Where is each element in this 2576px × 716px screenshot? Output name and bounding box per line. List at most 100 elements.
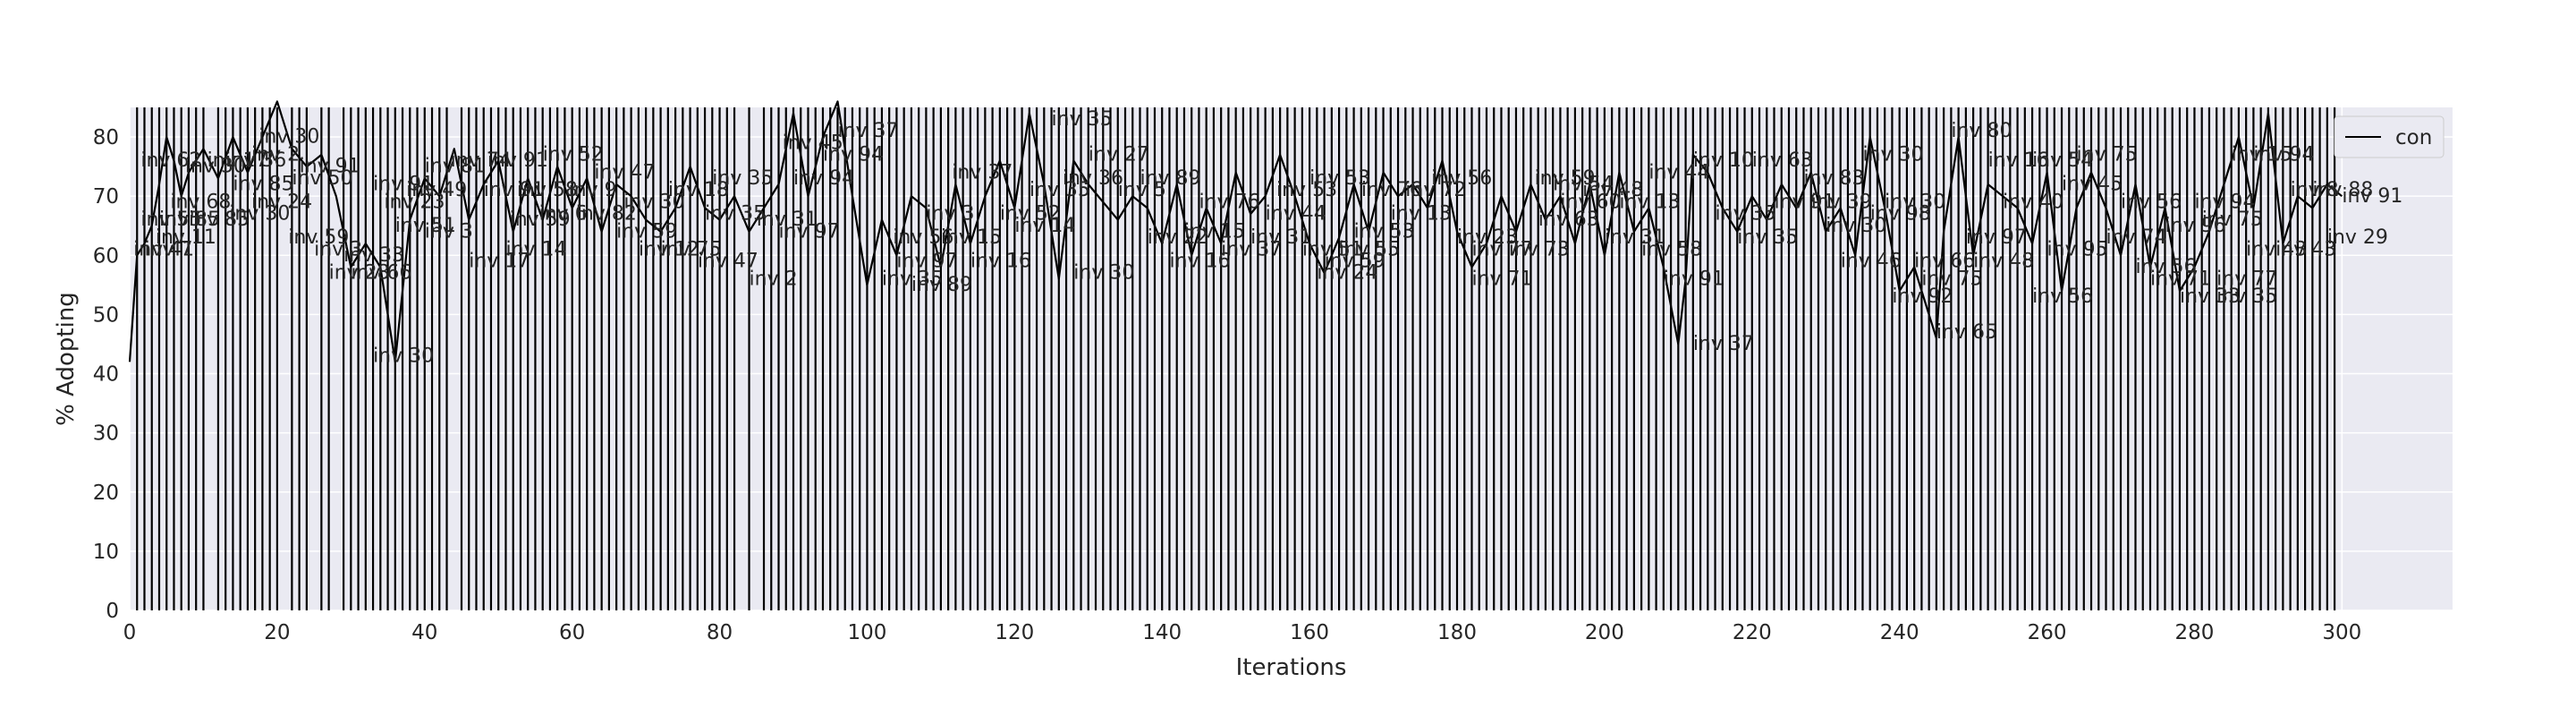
annotation-label: inv 30 <box>623 191 684 213</box>
annotation-label: inv 17 <box>469 251 530 273</box>
annotation-label: inv 23 <box>1457 226 1518 249</box>
annotation-label: inv 65 <box>1936 321 1997 344</box>
annotation-label: inv 47 <box>594 161 655 183</box>
x-tick-label: 200 <box>1585 621 1624 644</box>
annotation-label: inv 59 <box>288 226 349 249</box>
annotation-label: inv 73 <box>1509 238 1570 260</box>
annotation-label: inv 44 <box>1266 203 1326 226</box>
annotation-label: inv 52 <box>1000 203 1061 226</box>
annotation-label: inv 91 <box>2342 185 2402 208</box>
annotation-label: inv 82 <box>576 203 637 226</box>
annotation-label: inv 36 <box>225 149 286 172</box>
annotation-label: inv 11 <box>156 226 216 249</box>
annotation-label: inv 53 <box>1354 220 1415 243</box>
annotation-label: inv 76 <box>1361 179 1422 201</box>
annotation-label: inv 56 <box>2121 191 2182 213</box>
annotation-label: inv 51 <box>395 215 456 237</box>
annotation-label: inv 18 <box>668 179 729 201</box>
annotation-label: inv 59 <box>1535 167 1596 190</box>
annotation-label: inv 30 <box>373 345 434 367</box>
y-tick-label: 80 <box>93 126 119 149</box>
y-tick-label: 50 <box>93 303 119 327</box>
annotation-label: inv 56 <box>1431 167 1492 190</box>
x-tick-label: 300 <box>2322 621 2361 644</box>
annotation-label: inv 14 <box>1014 215 1075 237</box>
annotation-label: inv 3 <box>926 203 974 226</box>
x-tick-label: 280 <box>2174 621 2214 644</box>
annotation-label: inv 91 <box>484 179 545 201</box>
annotation-label: inv 44 <box>1648 161 1709 183</box>
annotation-label: inv 30 <box>1073 262 1134 285</box>
annotation-label: inv 66 <box>1914 251 1975 273</box>
y-axis-label: % Adopting <box>53 292 80 426</box>
annotation-label: inv 74 <box>451 149 512 172</box>
annotation-label: inv 37 <box>1693 333 1754 355</box>
x-tick-label: 100 <box>847 621 886 644</box>
annotation-label: inv 16 <box>970 251 1031 273</box>
annotation-label: inv 59 <box>1325 251 1385 273</box>
annotation-label: inv 14 <box>505 238 566 260</box>
annotation-label: inv 35 <box>882 268 943 290</box>
annotation-label: inv 74 <box>2106 226 2167 249</box>
annotation-label: inv 95 <box>2047 238 2108 260</box>
annotation-label: inv 2 <box>750 268 798 290</box>
annotation-label: inv 36 <box>1063 167 1123 190</box>
annotation-label: inv 3 <box>425 220 473 243</box>
annotation-label: inv 63 <box>1752 149 1813 172</box>
y-tick-label: 10 <box>93 541 119 564</box>
y-tick-label: 0 <box>106 600 119 623</box>
annotation-label: inv 6 <box>539 203 588 226</box>
annotation-label: inv 30 <box>229 203 290 226</box>
y-tick-label: 30 <box>93 422 119 446</box>
annotation-label: inv 91 <box>1775 191 1835 213</box>
series-lines <box>128 100 2343 363</box>
legend-label-con: con <box>2395 126 2432 149</box>
annotation-label: inv 98 <box>1870 203 1931 226</box>
annotation-label: inv 54 <box>1553 174 1614 196</box>
annotation-label: inv 56 <box>2032 286 2093 308</box>
annotation-label: inv 17 <box>208 149 268 172</box>
annotation-label: inv 94 <box>793 167 854 190</box>
annotation-label: inv 94 <box>2194 191 2255 213</box>
annotation-label: inv 13 <box>1619 191 1680 213</box>
annotation-label: inv 97 <box>779 220 840 243</box>
annotation-label: inv 45 <box>2062 174 2123 196</box>
annotation-label: inv 31 <box>1250 226 1311 249</box>
annotation-label: inv 72 <box>1405 179 1466 201</box>
x-tick-label: 260 <box>2028 621 2067 644</box>
annotation-label: inv 85 <box>233 174 293 196</box>
annotation-label: inv 33 <box>2180 286 2241 308</box>
annotation-label: inv 53 <box>1276 179 1337 201</box>
annotation-label: inv 48 <box>1582 179 1643 201</box>
annotation-label: inv 53 <box>1309 167 1370 190</box>
y-tick-label: 40 <box>93 363 119 387</box>
annotation-label: inv 27 <box>1089 144 1149 166</box>
annotation-label: inv 40 <box>2003 191 2063 213</box>
annotation-label: inv 13 <box>1391 203 1452 226</box>
annotation-label: inv 31 <box>1605 226 1665 249</box>
annotation-label: inv 68 <box>170 191 231 213</box>
annotation-label: inv 55 <box>1339 238 1400 260</box>
plot-area <box>130 107 2453 610</box>
annotation-label: inv 89 <box>1140 167 1200 190</box>
annotation-label: inv 30 <box>1862 144 1923 166</box>
annotation-label: inv 96 <box>2165 215 2225 237</box>
annotation-label: inv 77 <box>2216 268 2277 290</box>
annotation-label: inv 94 <box>2253 144 2314 166</box>
annotation-label: inv 15 <box>1184 220 1245 243</box>
annotation-label: inv 12 <box>639 238 699 260</box>
annotation-label: inv 75 <box>2077 144 2138 166</box>
annotation-label: inv 30 <box>1885 191 1945 213</box>
annotation-label: inv 48 <box>1973 251 2034 273</box>
annotation-label: inv 29 <box>2327 226 2388 249</box>
x-tick-label: 240 <box>1880 621 1919 644</box>
vertical-lines <box>136 107 2336 610</box>
annotation-label: inv 35 <box>705 203 766 226</box>
x-tick-label: 220 <box>1733 621 1772 644</box>
annotation-label: inv 30 <box>1826 215 1886 237</box>
annotation-label: inv 37 <box>952 161 1013 183</box>
annotation-label: inv 5 <box>1118 179 1166 201</box>
annotation-label: inv 39 <box>1811 191 1872 213</box>
annotation-label: inv 50 <box>292 167 352 190</box>
